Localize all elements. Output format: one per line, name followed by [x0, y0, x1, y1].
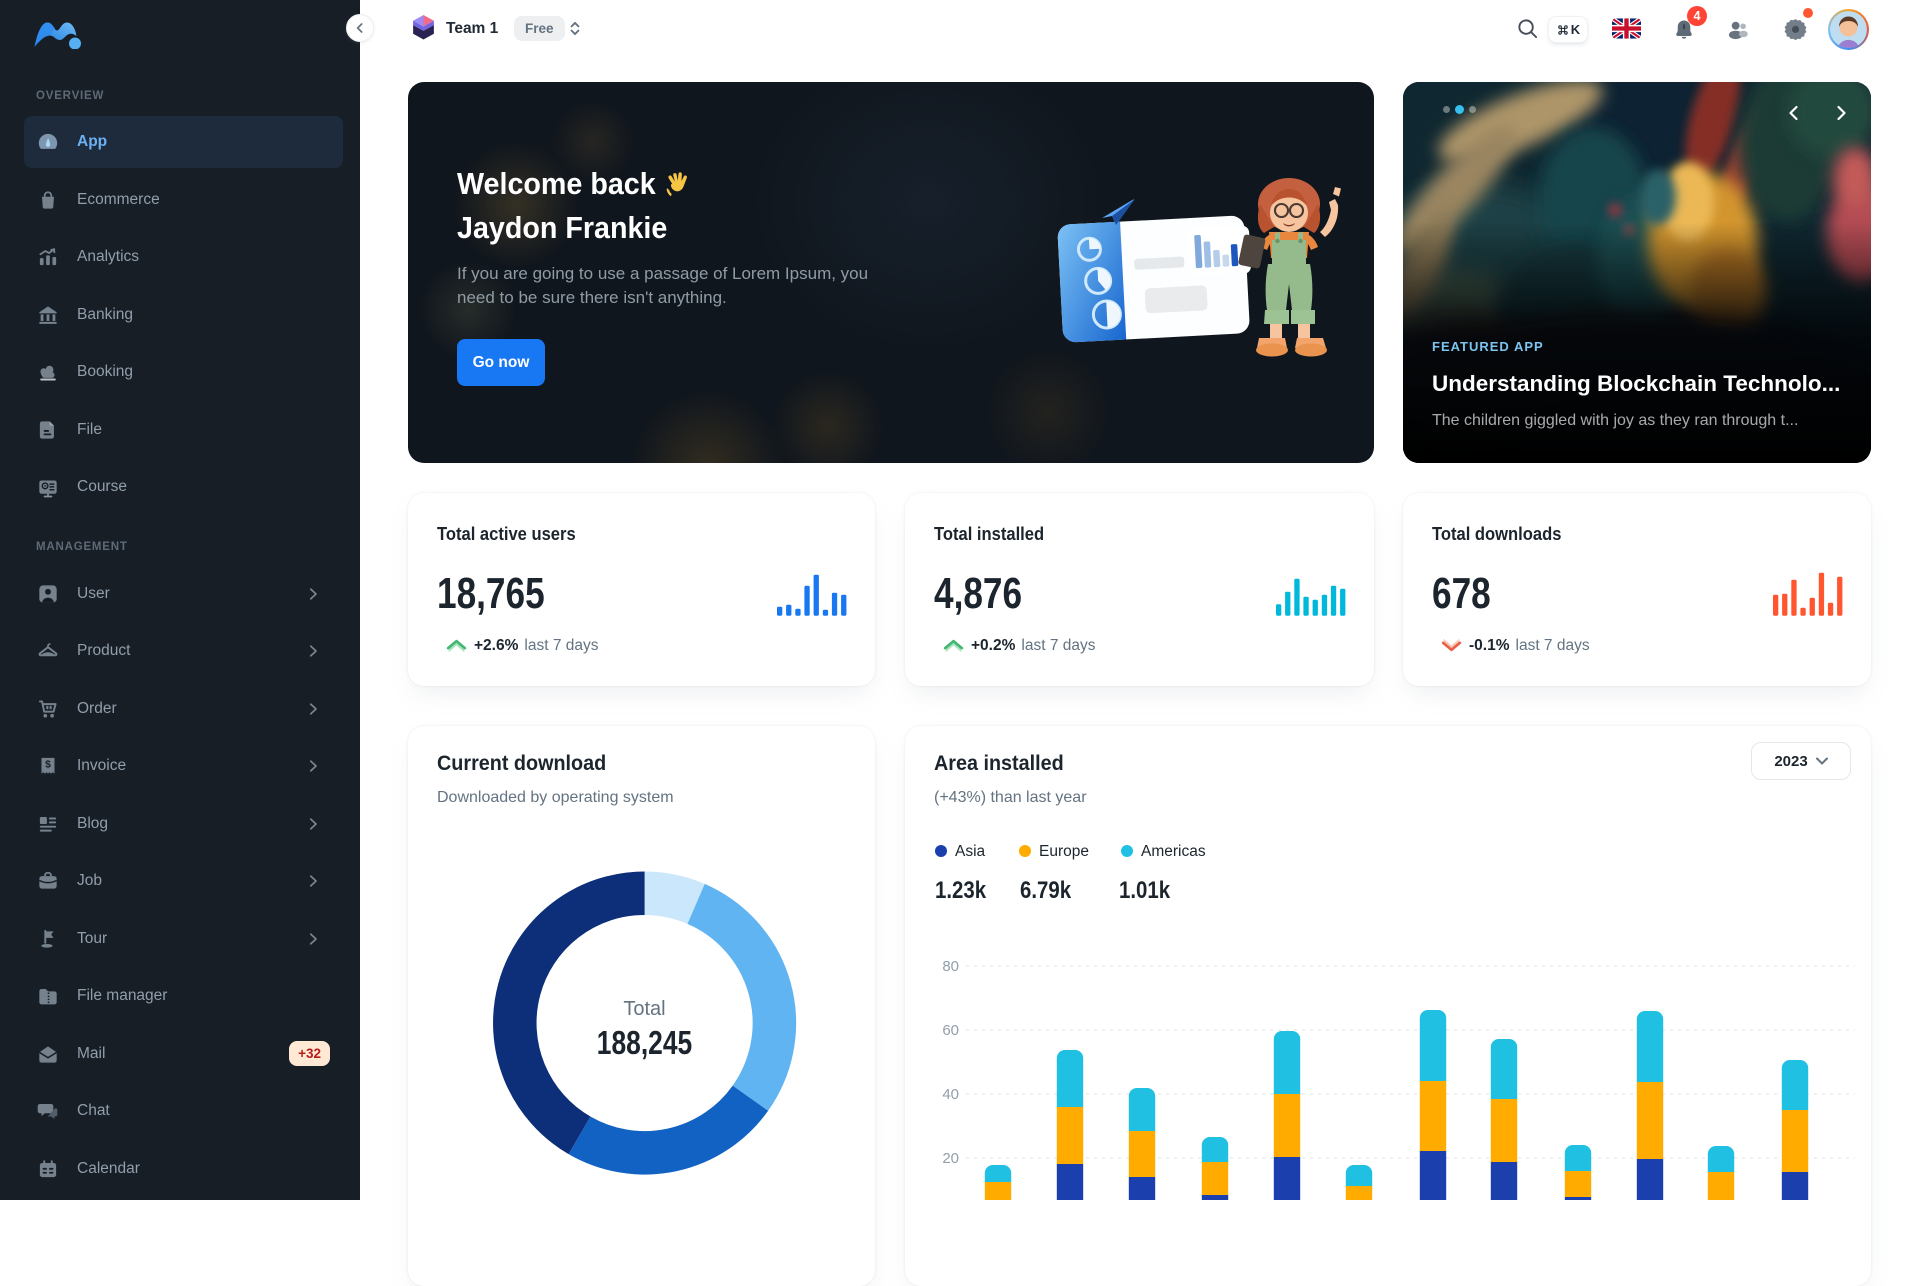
svg-text:80: 80: [942, 958, 959, 975]
svg-text:60: 60: [942, 1022, 959, 1039]
svg-text:$: $: [45, 760, 51, 771]
svg-text:20: 20: [942, 1150, 959, 1167]
svg-text:40: 40: [942, 1086, 959, 1103]
